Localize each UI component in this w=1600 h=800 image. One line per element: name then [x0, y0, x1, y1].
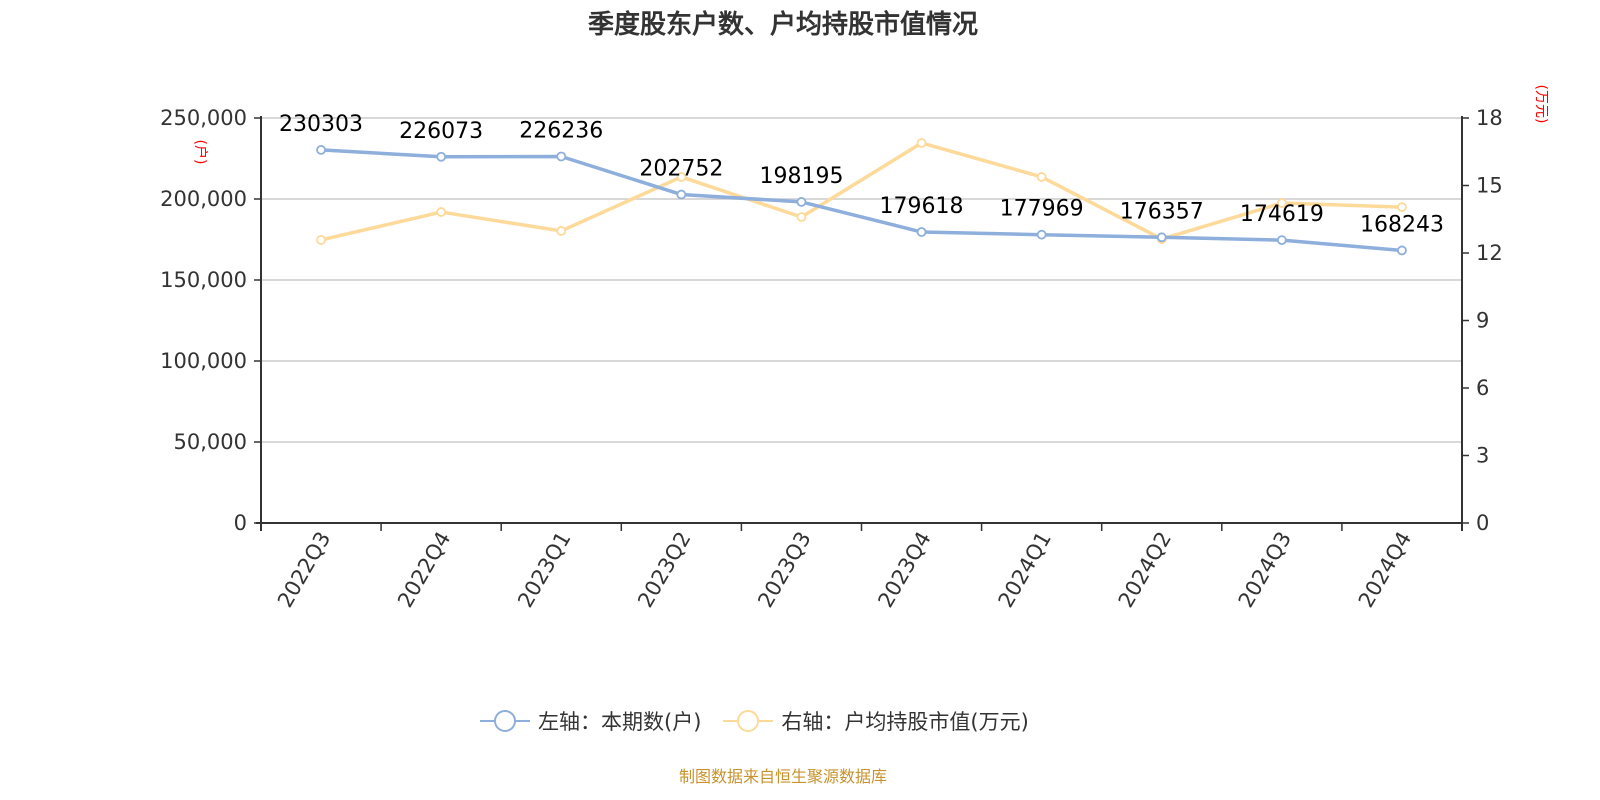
- data-point[interactable]: [1276, 235, 1287, 246]
- right-axis-tick-label: 3: [1476, 444, 1489, 468]
- data-label: 174619: [1240, 202, 1324, 227]
- data-labels: 230303 226073 226236 202752 198195 179618 1779…: [279, 112, 1444, 238]
- right-axis-unit-label: (万元): [1533, 85, 1549, 124]
- data-point[interactable]: [436, 207, 447, 217]
- data-label: 226073: [399, 119, 483, 144]
- right-axis-tick-label: 6: [1476, 376, 1489, 400]
- data-point[interactable]: [436, 151, 447, 162]
- series-shareholder-count[interactable]: [316, 145, 1407, 256]
- data-label: 176357: [1120, 199, 1204, 224]
- x-axis-tick-label: 2023Q2: [633, 528, 695, 612]
- legend-line-circle-icon: [480, 710, 530, 732]
- data-label: 179618: [880, 194, 964, 219]
- data-label: 226236: [519, 118, 603, 143]
- data-point[interactable]: [676, 172, 687, 182]
- left-axis-tick-label: 50,000: [174, 430, 247, 454]
- right-axis-ticks: 0 3 6 9 12 15 18: [1462, 106, 1503, 535]
- data-point[interactable]: [916, 227, 927, 237]
- data-label: 230303: [279, 112, 363, 137]
- data-label: 177969: [1000, 197, 1084, 222]
- data-point[interactable]: [1036, 172, 1047, 182]
- x-axis-ticks: 2022Q3 2022Q4 2023Q1 2023Q2 2023Q3 2023Q4 2024…: [260, 523, 1463, 612]
- data-label: 202752: [639, 157, 723, 182]
- data-label: 198195: [759, 164, 843, 189]
- grid-lines: [261, 117, 1462, 443]
- source-note: 制图数据来自恒生聚源数据库: [678, 767, 887, 786]
- left-axis-tick-label: 250,000: [160, 106, 247, 130]
- data-point[interactable]: [316, 235, 326, 245]
- x-axis-tick-label: 2023Q4: [873, 528, 935, 612]
- x-axis-tick-label: 2023Q3: [753, 528, 815, 612]
- legend-label: 右轴：户均持股市值(万元): [781, 710, 1029, 734]
- data-point[interactable]: [316, 145, 326, 155]
- left-axis-unit-label: (户): [192, 140, 209, 165]
- legend-label: 左轴：本期数(户): [538, 710, 702, 734]
- data-point[interactable]: [1397, 202, 1407, 213]
- legend-item-shareholder-count[interactable]: 左轴：本期数(户): [480, 706, 701, 736]
- left-axis-tick-label: 150,000: [160, 268, 247, 292]
- series-avg-holding-value[interactable]: [316, 138, 1407, 245]
- data-point[interactable]: [1156, 232, 1167, 243]
- data-label: 168243: [1360, 212, 1444, 237]
- x-axis-tick-label: 2023Q1: [513, 528, 575, 612]
- right-axis-tick-label: 0: [1476, 511, 1489, 535]
- data-point[interactable]: [796, 197, 807, 207]
- data-point[interactable]: [1276, 198, 1287, 208]
- chart-title: 季度股东户数、户均持股市值情况: [587, 10, 978, 40]
- legend: 左轴：本期数(户) 右轴：户均持股市值(万元): [480, 706, 1051, 736]
- axes: [256, 116, 1463, 531]
- x-axis-tick-label: 2024Q1: [994, 528, 1056, 612]
- data-point[interactable]: [676, 189, 687, 200]
- left-axis-tick-label: 200,000: [160, 187, 247, 211]
- chart-plot: 0 50,000 100,000 150,000 200,000 250,000 0 3 6 9…: [160, 85, 1549, 612]
- data-point[interactable]: [556, 151, 567, 162]
- x-axis-tick-label: 2022Q3: [273, 528, 335, 612]
- right-axis-tick-label: 15: [1476, 174, 1503, 198]
- right-axis-tick-label: 18: [1476, 106, 1503, 130]
- left-axis-tick-label: 0: [234, 511, 247, 535]
- data-point[interactable]: [796, 212, 807, 222]
- data-point[interactable]: [1397, 245, 1407, 256]
- legend-line-circle-icon: [723, 710, 774, 732]
- x-axis-tick-label: 2022Q4: [393, 528, 455, 612]
- data-point[interactable]: [916, 138, 927, 148]
- x-axis-tick-label: 2024Q4: [1354, 528, 1416, 612]
- left-axis-ticks: 0 50,000 100,000 150,000 200,000 250,000: [160, 106, 261, 535]
- x-axis-tick-label: 2024Q2: [1114, 528, 1176, 612]
- right-axis-tick-label: 9: [1476, 309, 1489, 333]
- data-point[interactable]: [556, 226, 567, 236]
- legend-item-avg-holding-value[interactable]: 右轴：户均持股市值(万元): [723, 706, 1029, 736]
- left-axis-tick-label: 100,000: [160, 349, 247, 373]
- x-axis-tick-label: 2024Q3: [1234, 528, 1296, 612]
- data-point[interactable]: [1036, 229, 1047, 240]
- right-axis-tick-label: 12: [1476, 241, 1503, 265]
